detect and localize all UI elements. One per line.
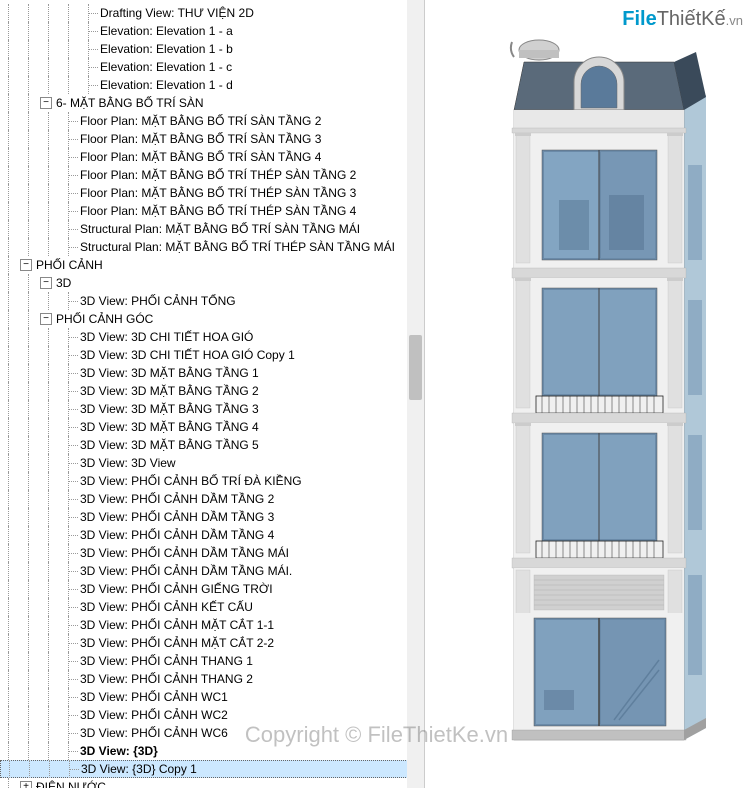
- tree-item-label: 3D View: PHỐI CẢNH DẦM TẦNG MÁI.: [80, 562, 292, 580]
- tree-item-label: Structural Plan: MẶT BẰNG BỐ TRÍ THÉP SÀ…: [80, 238, 395, 256]
- tree-item-label: 3D View: 3D MẶT BẰNG TẦNG 5: [80, 436, 259, 454]
- tree-item-label: 3D View: PHỐI CẢNH DẦM TẦNG 2: [80, 490, 274, 508]
- tree-item-label: 3D View: PHỐI CẢNH WC6: [80, 724, 228, 742]
- tree-item-label: 3D View: PHỐI CẢNH DẦM TẦNG 4: [80, 526, 274, 544]
- tree-item[interactable]: Floor Plan: MẶT BẰNG BỐ TRÍ THÉP SÀN TẦN…: [0, 166, 424, 184]
- tree-item-label: Elevation: Elevation 1 - d: [100, 76, 233, 94]
- tree-item-label: Elevation: Elevation 1 - b: [100, 40, 233, 58]
- tree-item-label: 3D View: PHỐI CẢNH DẦM TẦNG 3: [80, 508, 274, 526]
- tree-item-label: Elevation: Elevation 1 - c: [100, 58, 232, 76]
- tree-item[interactable]: 3D View: PHỐI CẢNH TỔNG: [0, 292, 424, 310]
- tree-item-label: Floor Plan: MẶT BẰNG BỐ TRÍ SÀN TẦNG 4: [80, 148, 321, 166]
- tree-item[interactable]: Drafting View: THƯ VIỆN 2D: [0, 4, 424, 22]
- tree-item[interactable]: 3D View: 3D MẶT BẰNG TẦNG 1: [0, 364, 424, 382]
- tree-item-label: 3D View: PHỐI CẢNH WC1: [80, 688, 228, 706]
- tree-item-label: 3D View: 3D MẶT BẰNG TẦNG 4: [80, 418, 259, 436]
- tree-item[interactable]: 3D View: PHỐI CẢNH THANG 1: [0, 652, 424, 670]
- tree-item[interactable]: Elevation: Elevation 1 - b: [0, 40, 424, 58]
- tree-item[interactable]: 3D View: PHỐI CẢNH DẦM TẦNG MÁI: [0, 544, 424, 562]
- tree-item-label: 3D View: 3D CHI TIẾT HOA GIÓ: [80, 328, 253, 346]
- expander-icon[interactable]: −: [20, 259, 32, 271]
- tree-item-label: 3D View: {3D}: [80, 742, 158, 760]
- tree-item[interactable]: −6- MẶT BẰNG BỐ TRÍ SÀN: [0, 94, 424, 112]
- tree-item-label: 3D View: 3D View: [80, 454, 176, 472]
- tree-item[interactable]: 3D View: {3D} Copy 1: [0, 760, 424, 778]
- project-browser-tree[interactable]: Drafting View: THƯ VIỆN 2DElevation: Ele…: [0, 0, 425, 788]
- tree-item[interactable]: −3D: [0, 274, 424, 292]
- tree-item[interactable]: Floor Plan: MẶT BẰNG BỐ TRÍ SÀN TẦNG 3: [0, 130, 424, 148]
- tree-item[interactable]: Floor Plan: MẶT BẰNG BỐ TRÍ SÀN TẦNG 4: [0, 148, 424, 166]
- tree-item-label: 3D: [56, 274, 71, 292]
- tree-item[interactable]: 3D View: 3D MẶT BẰNG TẦNG 5: [0, 436, 424, 454]
- watermark-logo: FileThiếtKế.vn: [622, 8, 743, 31]
- tree-item-label: PHỐI CẢNH: [36, 256, 103, 274]
- tree-item[interactable]: Floor Plan: MẶT BẰNG BỐ TRÍ THÉP SÀN TẦN…: [0, 184, 424, 202]
- tree-item-label: 3D View: PHỐI CẢNH MẶT CẮT 1-1: [80, 616, 274, 634]
- tree-item-label: 3D View: {3D} Copy 1: [81, 760, 197, 778]
- tree-item[interactable]: 3D View: 3D MẶT BẰNG TẦNG 3: [0, 400, 424, 418]
- tree-item[interactable]: −PHỐI CẢNH: [0, 256, 424, 274]
- tree-item-label: 3D View: PHỐI CẢNH BỐ TRÍ ĐÀ KIỀNG: [80, 472, 302, 490]
- tree-item[interactable]: Floor Plan: MẶT BẰNG BỐ TRÍ SÀN TẦNG 2: [0, 112, 424, 130]
- tree-item-label: Floor Plan: MẶT BẰNG BỐ TRÍ THÉP SÀN TẦN…: [80, 184, 356, 202]
- tree-item[interactable]: 3D View: PHỐI CẢNH WC6: [0, 724, 424, 742]
- tree-item[interactable]: 3D View: PHỐI CẢNH DẦM TẦNG MÁI.: [0, 562, 424, 580]
- tree-item-label: Structural Plan: MẶT BẰNG BỐ TRÍ SÀN TẦN…: [80, 220, 360, 238]
- expander-icon[interactable]: −: [40, 277, 52, 289]
- tree-item-label: Floor Plan: MẶT BẰNG BỐ TRÍ SÀN TẦNG 3: [80, 130, 321, 148]
- tree-item[interactable]: 3D View: PHỐI CẢNH MẶT CẮT 2-2: [0, 634, 424, 652]
- tree-item[interactable]: 3D View: 3D CHI TIẾT HOA GIÓ: [0, 328, 424, 346]
- tree-item-label: 6- MẶT BẰNG BỐ TRÍ SÀN: [56, 94, 204, 112]
- tree-item[interactable]: 3D View: PHỐI CẢNH DẦM TẦNG 2: [0, 490, 424, 508]
- tree-item[interactable]: + ĐIỆN NƯỚC: [0, 778, 424, 788]
- tree-item[interactable]: Floor Plan: MẶT BẰNG BỐ TRÍ THÉP SÀN TẦN…: [0, 202, 424, 220]
- tree-item[interactable]: 3D View: PHỐI CẢNH WC1: [0, 688, 424, 706]
- viewport-3d[interactable]: FileThiếtKế.vn: [425, 0, 753, 788]
- tree-item-label: 3D View: 3D MẶT BẰNG TẦNG 3: [80, 400, 259, 418]
- tree-item[interactable]: 3D View: PHỐI CẢNH MẶT CẮT 1-1: [0, 616, 424, 634]
- tree-item-label: ĐIỆN NƯỚC: [36, 778, 106, 788]
- scrollbar-thumb[interactable]: [409, 335, 422, 400]
- tree-item-label: 3D View: PHỐI CẢNH TỔNG: [80, 292, 236, 310]
- tree-item[interactable]: 3D View: 3D View: [0, 454, 424, 472]
- tree-item[interactable]: −PHỐI CẢNH GÓC: [0, 310, 424, 328]
- tree-item-label: 3D View: PHỐI CẢNH MẶT CẮT 2-2: [80, 634, 274, 652]
- tree-item[interactable]: Elevation: Elevation 1 - a: [0, 22, 424, 40]
- tree-item-label: 3D View: PHỐI CẢNH THANG 1: [80, 652, 253, 670]
- expander-icon[interactable]: +: [20, 781, 32, 788]
- tree-item-label: 3D View: PHỐI CẢNH GIẾNG TRỜI: [80, 580, 273, 598]
- scrollbar-track: [407, 0, 424, 788]
- tree-item-label: Drafting View: THƯ VIỆN 2D: [100, 4, 254, 22]
- tree-item[interactable]: 3D View: 3D MẶT BẰNG TẦNG 2: [0, 382, 424, 400]
- tree-item-label: 3D View: 3D CHI TIẾT HOA GIÓ Copy 1: [80, 346, 295, 364]
- tree-item[interactable]: 3D View: PHỐI CẢNH DẦM TẦNG 4: [0, 526, 424, 544]
- tree-item[interactable]: Structural Plan: MẶT BẰNG BỐ TRÍ THÉP SÀ…: [0, 238, 424, 256]
- tree-item-label: Floor Plan: MẶT BẰNG BỐ TRÍ THÉP SÀN TẦN…: [80, 166, 356, 184]
- tree-item-label: 3D View: 3D MẶT BẰNG TẦNG 1: [80, 364, 259, 382]
- tree-item[interactable]: 3D View: PHỐI CẢNH GIẾNG TRỜI: [0, 580, 424, 598]
- tree-item[interactable]: 3D View: PHỐI CẢNH KẾT CẤU: [0, 598, 424, 616]
- tree-item[interactable]: Elevation: Elevation 1 - c: [0, 58, 424, 76]
- tree-item-label: 3D View: PHỐI CẢNH KẾT CẤU: [80, 598, 253, 616]
- building-3d-model: [464, 20, 714, 770]
- tree-item-label: Floor Plan: MẶT BẰNG BỐ TRÍ SÀN TẦNG 2: [80, 112, 321, 130]
- expander-icon[interactable]: −: [40, 313, 52, 325]
- tree-item-label: 3D View: 3D MẶT BẰNG TẦNG 2: [80, 382, 259, 400]
- tree-item[interactable]: 3D View: {3D}: [0, 742, 424, 760]
- tree-item[interactable]: 3D View: 3D MẶT BẰNG TẦNG 4: [0, 418, 424, 436]
- tree-item[interactable]: 3D View: PHỐI CẢNH DẦM TẦNG 3: [0, 508, 424, 526]
- tree-item[interactable]: 3D View: PHỐI CẢNH BỐ TRÍ ĐÀ KIỀNG: [0, 472, 424, 490]
- tree-item-label: 3D View: PHỐI CẢNH WC2: [80, 706, 228, 724]
- expander-icon[interactable]: −: [40, 97, 52, 109]
- tree-item[interactable]: 3D View: PHỐI CẢNH THANG 2: [0, 670, 424, 688]
- tree-item[interactable]: 3D View: PHỐI CẢNH WC2: [0, 706, 424, 724]
- tree-item-label: PHỐI CẢNH GÓC: [56, 310, 153, 328]
- tree-item-label: 3D View: PHỐI CẢNH THANG 2: [80, 670, 253, 688]
- tree-item[interactable]: Elevation: Elevation 1 - d: [0, 76, 424, 94]
- tree-item-label: Elevation: Elevation 1 - a: [100, 22, 233, 40]
- tree-item[interactable]: 3D View: 3D CHI TIẾT HOA GIÓ Copy 1: [0, 346, 424, 364]
- tree-item-label: 3D View: PHỐI CẢNH DẦM TẦNG MÁI: [80, 544, 289, 562]
- tree-item-label: Floor Plan: MẶT BẰNG BỐ TRÍ THÉP SÀN TẦN…: [80, 202, 356, 220]
- tree-item[interactable]: Structural Plan: MẶT BẰNG BỐ TRÍ SÀN TẦN…: [0, 220, 424, 238]
